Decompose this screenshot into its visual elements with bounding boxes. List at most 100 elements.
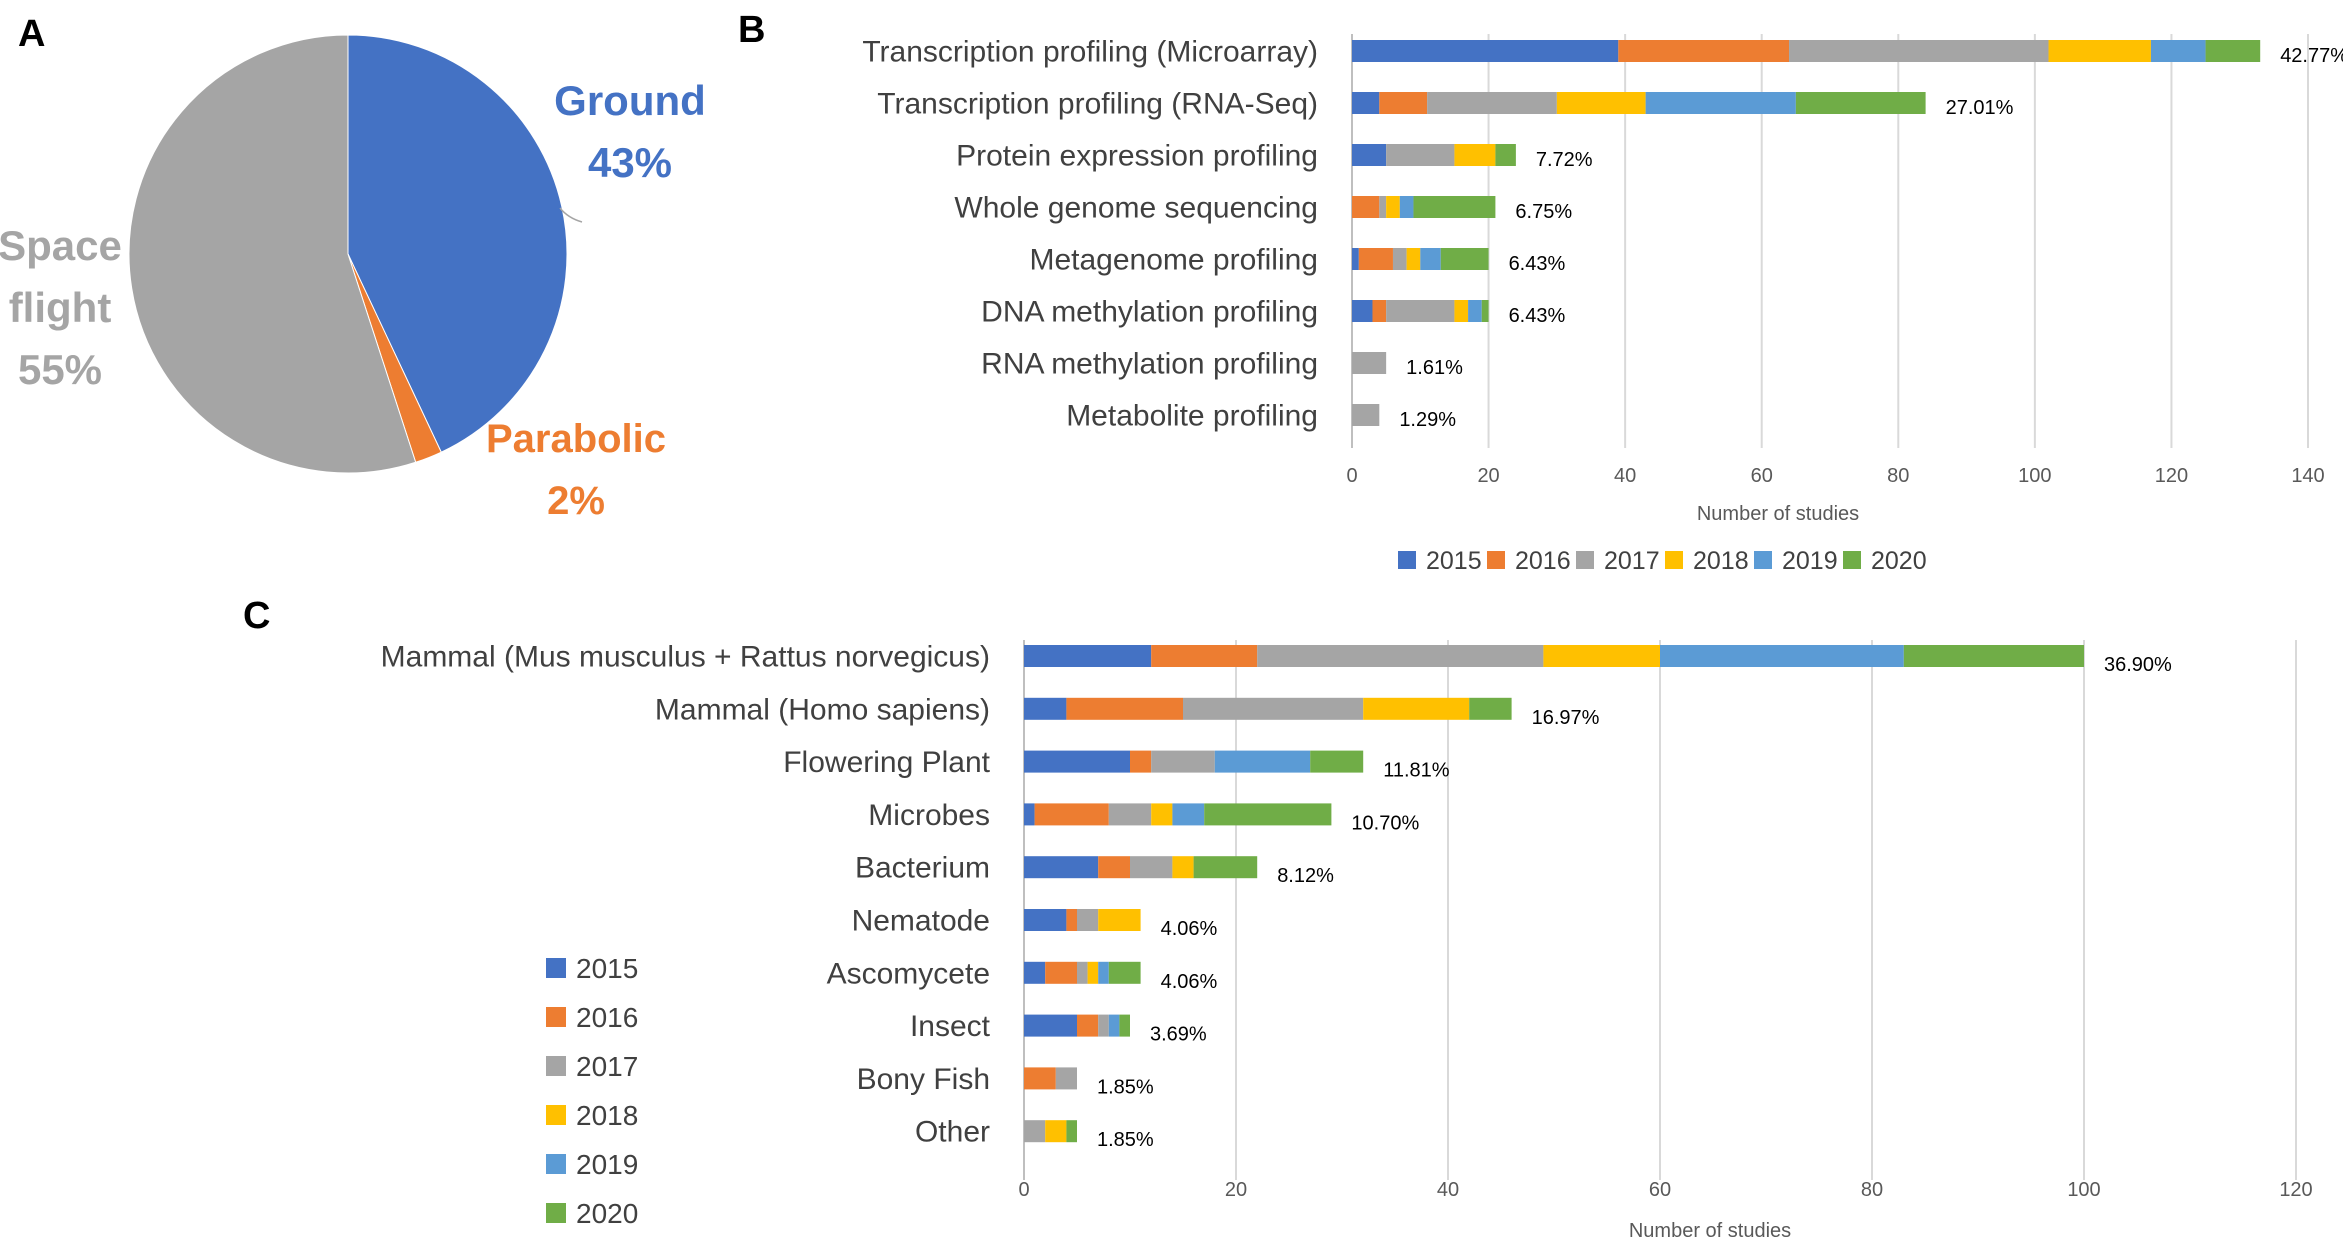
legend-label-2017: 2017: [1604, 547, 1660, 575]
bar-segment-2020: [2205, 40, 2261, 62]
bar-segment-2018: [1454, 300, 1469, 322]
bar-segment-2017: [1257, 645, 1544, 667]
bar-segment-2015: [1352, 40, 1619, 62]
bar-segment-2017: [1352, 352, 1387, 374]
data-label: 7.72%: [1536, 149, 1593, 171]
bar-segment-2015: [1024, 961, 1046, 984]
data-label: 4.06%: [1161, 971, 1218, 993]
bar-segment-2015: [1024, 645, 1152, 667]
bar-segment-2020: [1903, 645, 2084, 667]
legend-swatch-2020: [1843, 551, 1861, 569]
bar-segment-2020: [1119, 1014, 1130, 1037]
bar-segment-2018: [1098, 909, 1141, 931]
legend-label-2018: 2018: [576, 1100, 638, 1131]
bar-segment-2018: [1454, 144, 1496, 166]
bar-segment-2017: [1130, 856, 1173, 879]
data-label: 1.85%: [1097, 1129, 1154, 1151]
bar-segment-2020: [1469, 697, 1512, 720]
legend-swatch-2016: [1487, 551, 1505, 569]
bar-segment-2018: [1556, 92, 1646, 114]
bar-segment-2016: [1372, 300, 1387, 322]
bar-segment-2017: [1392, 248, 1407, 270]
category-label: Metagenome profiling: [1029, 244, 1318, 277]
category-label: Nematode: [852, 905, 990, 938]
category-label: Protein expression profiling: [956, 140, 1318, 173]
x-axis-title: Number of studies: [1629, 1220, 1791, 1242]
bar-segment-2020: [1066, 1120, 1077, 1143]
bar-segment-2015: [1024, 750, 1130, 773]
category-label: RNA methylation profiling: [981, 348, 1318, 381]
bar-segment-2017: [1024, 1120, 1046, 1143]
data-label: 6.75%: [1515, 201, 1572, 223]
bar-segment-2020: [1204, 803, 1332, 826]
category-label: Metabolite profiling: [1066, 400, 1318, 433]
bar-segment-2019: [1214, 750, 1311, 773]
category-label: Flowering Plant: [783, 746, 990, 779]
bar-segment-2016: [1098, 856, 1130, 879]
x-tick-label: 100: [2018, 465, 2051, 487]
x-tick-label: 60: [1751, 465, 1773, 487]
category-label: Mammal (Homo sapiens): [655, 693, 990, 726]
bar-segment-2017: [1183, 697, 1364, 720]
data-label: 10.70%: [1351, 812, 1419, 834]
bar-chart-data-types: 0 20 40 60 80 100 120 140 Number of studies Trans…: [862, 34, 2343, 575]
bar-segment-2020: [1108, 961, 1141, 984]
bar-segment-2020: [1193, 856, 1258, 879]
bar-segment-2019: [1468, 300, 1482, 322]
bar-segment-2017: [1108, 803, 1152, 826]
bar-segment-2017: [1386, 144, 1455, 166]
pie-slices: [128, 34, 568, 474]
category-label: Transcription profiling (RNA-Seq): [877, 88, 1318, 121]
panel-label-a: A: [18, 13, 45, 55]
bar-segment-2017: [1352, 404, 1380, 426]
legend-swatch-2017: [546, 1056, 566, 1076]
bar-segment-2018: [1087, 961, 1099, 984]
pie-label-space-line1: Space: [0, 222, 122, 269]
bar-segment-2017: [1379, 196, 1387, 218]
data-label: 11.81%: [1383, 760, 1450, 782]
bar-segment-2016: [1358, 248, 1393, 270]
bar-segment-2015: [1352, 144, 1387, 166]
bar-segment-2017: [1151, 750, 1215, 773]
bar-segment-2020: [1481, 300, 1489, 322]
x-tick-label: 0: [1346, 465, 1357, 487]
bar-segment-2019: [1399, 196, 1414, 218]
data-label: 16.97%: [1532, 707, 1600, 729]
bar-segment-2015: [1024, 697, 1067, 720]
bar-segment-2020: [1495, 144, 1516, 166]
bar-segment-2019: [1098, 961, 1109, 984]
pie-label-ground-name: Ground: [554, 77, 706, 124]
x-axis-title: Number of studies: [1697, 503, 1859, 525]
bar-segment-2020: [1310, 750, 1364, 773]
bar-segment-2018: [1363, 697, 1470, 720]
bar-segment-2018: [1406, 248, 1421, 270]
data-label: 8.12%: [1277, 865, 1334, 887]
bar-segment-2017: [1386, 300, 1455, 322]
bar-segment-2016: [1077, 1014, 1099, 1037]
bar-segment-2017: [1077, 961, 1088, 984]
bar-segment-2019: [1420, 248, 1441, 270]
ground-leader-line: [559, 207, 583, 223]
bar-segment-2017: [1077, 909, 1099, 931]
legend-swatch-2019: [546, 1154, 566, 1174]
pie-label-parabolic-name: Parabolic: [486, 417, 666, 461]
data-label: 36.90%: [2104, 654, 2172, 676]
data-label: 27.01%: [1946, 97, 2014, 119]
bar-chart-organisms: 0 20 40 60 80 100 120 Number of studies Mammal (…: [381, 640, 2313, 1242]
data-label: 3.69%: [1150, 1024, 1207, 1046]
x-tick-label: 80: [1861, 1179, 1883, 1201]
category-label: Transcription profiling (Microarray): [862, 36, 1318, 69]
legend-swatch-2015: [546, 958, 566, 978]
legend-swatch-2019: [1754, 551, 1772, 569]
bar-segment-2020: [1795, 92, 1926, 114]
category-label: Mammal (Mus musculus + Rattus norvegicus…: [381, 641, 990, 674]
bar-segment-2016: [1045, 961, 1077, 984]
x-tick-label: 0: [1018, 1179, 1029, 1201]
x-tick-label: 20: [1225, 1179, 1247, 1201]
legend-label-2016: 2016: [576, 1002, 638, 1033]
bar-segment-2019: [1108, 1014, 1120, 1037]
x-tick-label: 80: [1887, 465, 1909, 487]
bar-segment-2018: [1151, 803, 1173, 826]
bar-segment-2016: [1066, 909, 1077, 931]
bar-segment-2015: [1352, 300, 1373, 322]
